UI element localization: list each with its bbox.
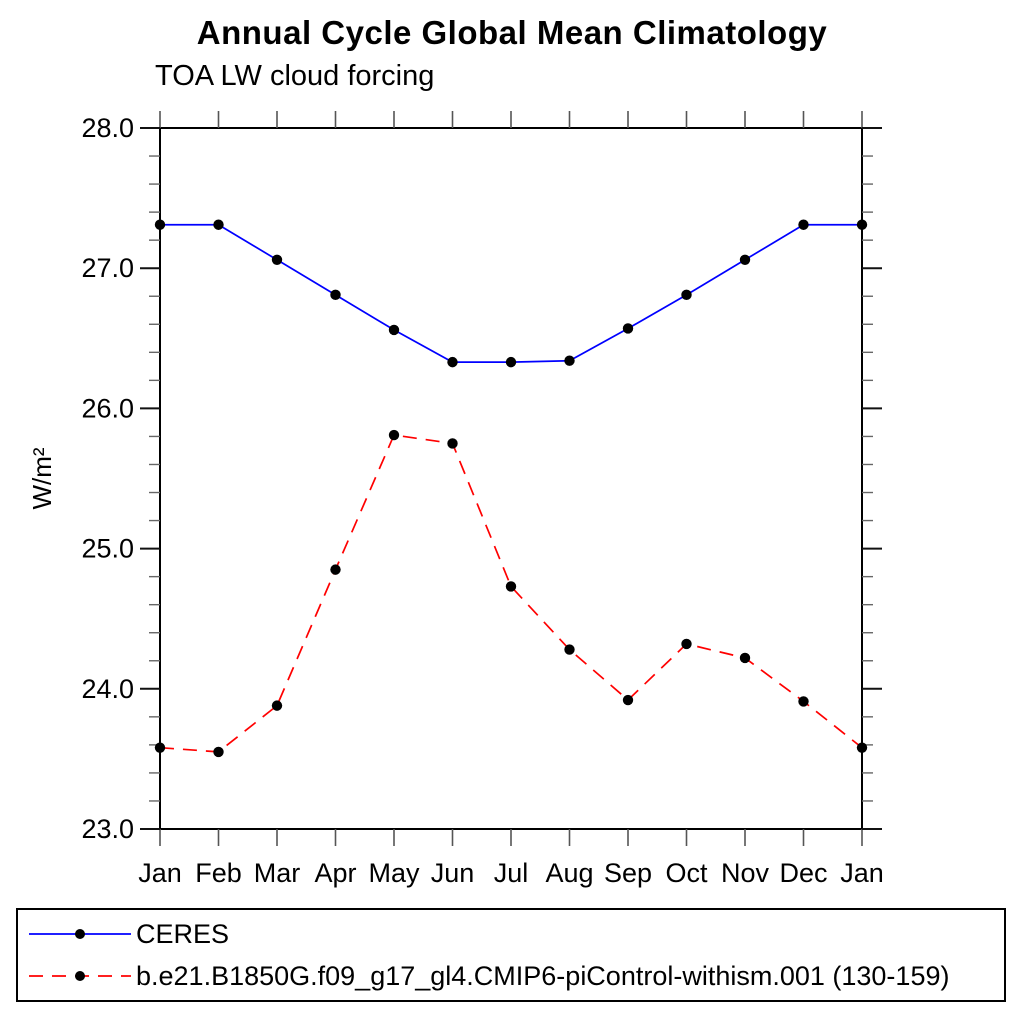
- x-tick-label: Mar: [254, 858, 301, 888]
- x-tick-label: Feb: [195, 858, 242, 888]
- y-axis-title: W/m²: [27, 447, 57, 509]
- x-tick-label: Sep: [604, 858, 652, 888]
- y-tick-label: 25.0: [81, 534, 134, 564]
- data-point-marker: [330, 564, 341, 575]
- x-tick-label: Jan: [138, 858, 182, 888]
- data-point-marker: [154, 742, 166, 753]
- y-tick-label: 28.0: [81, 113, 134, 143]
- y-tick-label: 26.0: [81, 393, 134, 423]
- data-point-marker: [388, 429, 400, 441]
- data-point-marker: [739, 652, 751, 664]
- data-point-marker: [154, 219, 166, 230]
- plot-area: Jan Feb Mar Apr May Jun Jul Aug Sep Oct Nov Dec Jan2…: [27, 111, 884, 888]
- legend-label-1: b.e21.B1850G.f09_g17_gl4.CMIP6-piControl…: [136, 960, 950, 991]
- y-tick-label: 27.0: [81, 253, 134, 283]
- data-point-marker: [388, 324, 400, 336]
- data-point-marker: [213, 746, 224, 758]
- x-tick-label: May: [368, 858, 420, 888]
- data-point-marker: [330, 289, 341, 301]
- x-tick-label: Aug: [545, 858, 593, 888]
- x-tick-label: Apr: [314, 858, 356, 888]
- data-point-marker: [447, 356, 458, 368]
- data-point-marker: [505, 356, 517, 368]
- data-point-marker: [271, 254, 283, 265]
- x-tick-label: Nov: [721, 858, 770, 888]
- data-point-marker: [505, 581, 517, 592]
- data-point-marker: [622, 694, 634, 706]
- data-point-marker: [564, 644, 575, 655]
- x-tick-label: Dec: [779, 858, 827, 888]
- x-tick-label: Jan: [840, 858, 884, 888]
- legend-swatch-0: [29, 929, 131, 939]
- x-tick-label: Jul: [494, 858, 529, 888]
- legend: CERES b.e21.B1850G.f09_g17_gl4.CMIP6-piCo…: [16, 908, 1006, 1002]
- data-point-marker: [798, 696, 809, 707]
- data-point-marker: [856, 742, 868, 753]
- x-tick-label: Jun: [431, 858, 475, 888]
- series-line-1: [159, 434, 863, 753]
- data-point-marker: [798, 219, 809, 230]
- chart-title: Annual Cycle Global Mean Climatology: [196, 14, 828, 51]
- axis-frame: [159, 127, 863, 830]
- data-point-marker: [681, 289, 692, 301]
- data-point-marker: [622, 323, 634, 334]
- legend-marker-1: [75, 971, 85, 981]
- y-tick-label: 24.0: [81, 674, 134, 704]
- y-tick-label: 23.0: [81, 814, 134, 844]
- legend-marker-0: [75, 929, 85, 939]
- data-point-marker: [564, 355, 575, 366]
- legend-item-1: b.e21.B1850G.f09_g17_gl4.CMIP6-piControl…: [18, 955, 1004, 997]
- chart-subtitle: TOA LW cloud forcing: [155, 60, 435, 92]
- data-point-marker: [739, 254, 751, 265]
- data-point-marker: [447, 438, 458, 449]
- data-point-marker: [681, 638, 692, 650]
- series-line-0: [160, 223, 862, 363]
- data-point-marker: [271, 700, 283, 711]
- legend-label-0: CERES: [136, 918, 230, 949]
- data-point-marker: [213, 219, 224, 230]
- legend-swatch-1: [29, 971, 131, 981]
- data-point-marker: [856, 219, 868, 230]
- x-tick-label: Oct: [665, 858, 708, 888]
- legend-item-0: CERES: [18, 913, 1004, 955]
